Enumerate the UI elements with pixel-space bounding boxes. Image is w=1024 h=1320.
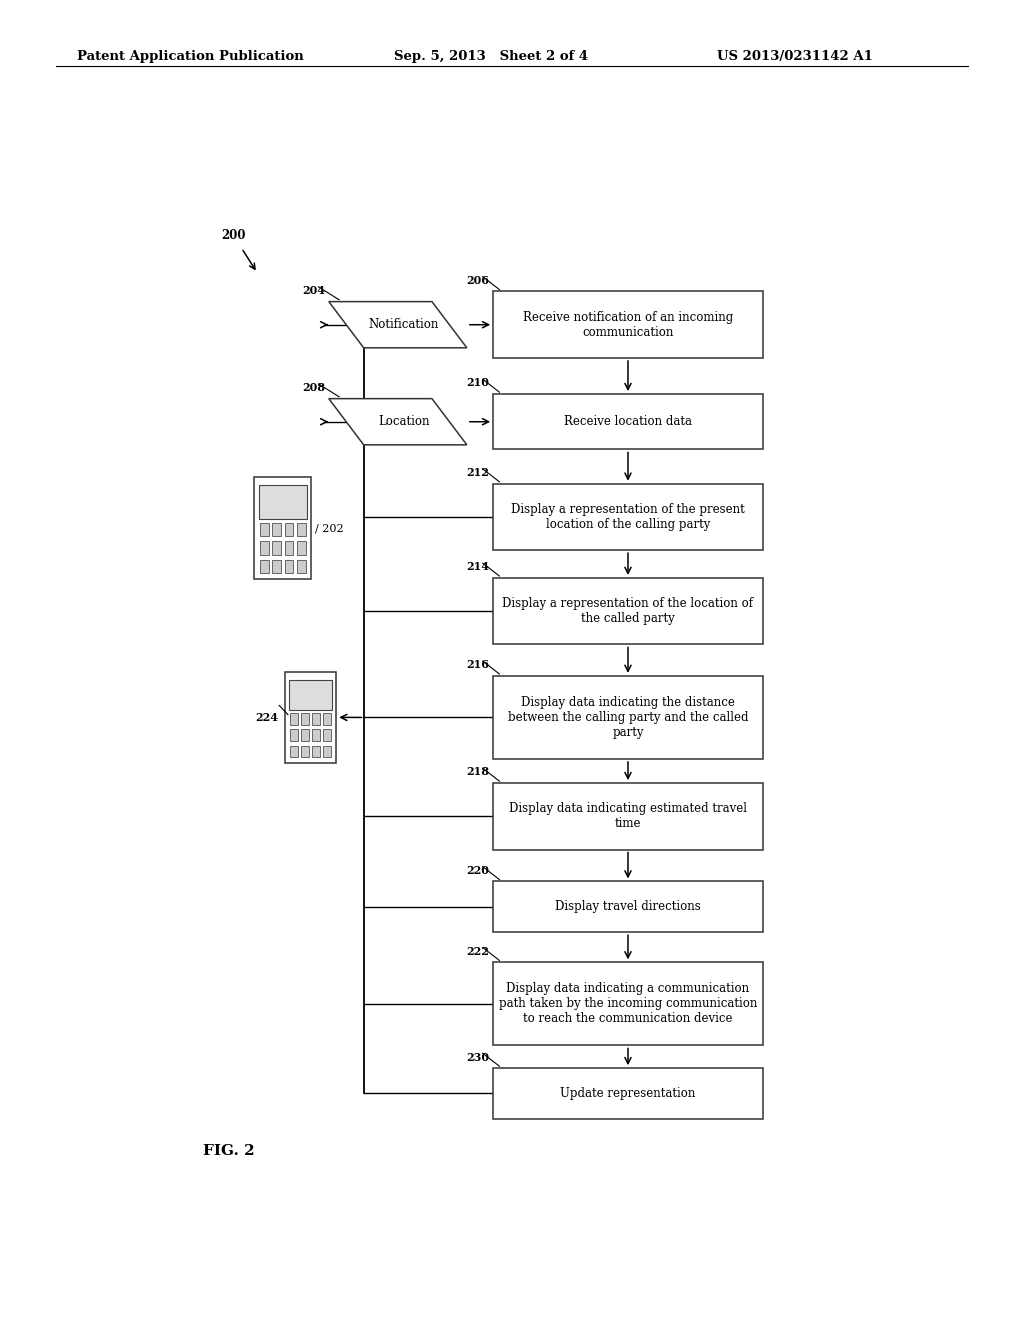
Bar xyxy=(290,746,298,758)
Text: Notification: Notification xyxy=(369,318,439,331)
Text: 222: 222 xyxy=(466,945,489,957)
Text: Display data indicating estimated travel
time: Display data indicating estimated travel… xyxy=(509,803,746,830)
Text: Sep. 5, 2013   Sheet 2 of 4: Sep. 5, 2013 Sheet 2 of 4 xyxy=(394,50,589,63)
Bar xyxy=(301,730,309,741)
Bar xyxy=(297,560,305,573)
Bar xyxy=(259,486,307,519)
Text: Patent Application Publication: Patent Application Publication xyxy=(77,50,303,63)
Bar xyxy=(324,713,331,725)
Text: 230: 230 xyxy=(466,1052,489,1063)
Text: 200: 200 xyxy=(221,228,246,242)
Text: Display data indicating a communication
path taken by the incoming communication: Display data indicating a communication … xyxy=(499,982,757,1026)
Bar xyxy=(290,730,298,741)
Text: 212: 212 xyxy=(466,467,489,478)
Text: Display travel directions: Display travel directions xyxy=(555,900,700,913)
Bar xyxy=(312,730,321,741)
Bar xyxy=(272,523,281,536)
Bar xyxy=(301,746,309,758)
Bar xyxy=(272,541,281,554)
Polygon shape xyxy=(329,399,467,445)
Text: 218: 218 xyxy=(466,767,489,777)
Text: US 2013/0231142 A1: US 2013/0231142 A1 xyxy=(717,50,872,63)
Bar xyxy=(254,478,311,579)
Bar xyxy=(272,560,281,573)
Bar xyxy=(324,730,331,741)
Bar xyxy=(494,1068,763,1119)
Bar xyxy=(290,713,298,725)
Text: FIG. 2: FIG. 2 xyxy=(204,1144,255,1158)
Text: Location: Location xyxy=(378,416,429,428)
Bar xyxy=(297,523,305,536)
Bar xyxy=(260,560,268,573)
Bar xyxy=(297,541,305,554)
Text: 204: 204 xyxy=(302,285,325,296)
Bar xyxy=(312,746,321,758)
Text: 220: 220 xyxy=(466,865,489,876)
Text: 208: 208 xyxy=(302,381,325,393)
Bar xyxy=(494,962,763,1045)
Bar xyxy=(324,746,331,758)
Bar xyxy=(494,395,763,450)
Bar xyxy=(285,560,293,573)
Bar xyxy=(494,783,763,850)
Text: Update representation: Update representation xyxy=(560,1086,695,1100)
Text: / 202: / 202 xyxy=(315,523,344,533)
Bar xyxy=(285,672,336,763)
Bar xyxy=(285,541,293,554)
Text: 224: 224 xyxy=(255,711,279,723)
Bar xyxy=(285,523,293,536)
Text: 206: 206 xyxy=(466,275,489,286)
Text: Display a representation of the present
location of the calling party: Display a representation of the present … xyxy=(511,503,744,531)
Text: 214: 214 xyxy=(466,561,489,573)
Bar xyxy=(494,292,763,358)
Polygon shape xyxy=(329,302,467,348)
Bar xyxy=(260,541,268,554)
Text: Display data indicating the distance
between the calling party and the called
pa: Display data indicating the distance bet… xyxy=(508,696,749,739)
Bar xyxy=(494,578,763,644)
Bar xyxy=(494,882,763,932)
Bar xyxy=(494,483,763,550)
Bar xyxy=(260,523,268,536)
Text: Receive notification of an incoming
communication: Receive notification of an incoming comm… xyxy=(523,310,733,339)
Bar xyxy=(312,713,321,725)
Bar xyxy=(289,680,332,710)
Text: Receive location data: Receive location data xyxy=(564,416,692,428)
Bar xyxy=(301,713,309,725)
Text: 216: 216 xyxy=(466,659,489,671)
Text: 210: 210 xyxy=(466,378,489,388)
Text: Display a representation of the location of
the called party: Display a representation of the location… xyxy=(503,597,754,626)
Bar xyxy=(494,676,763,759)
